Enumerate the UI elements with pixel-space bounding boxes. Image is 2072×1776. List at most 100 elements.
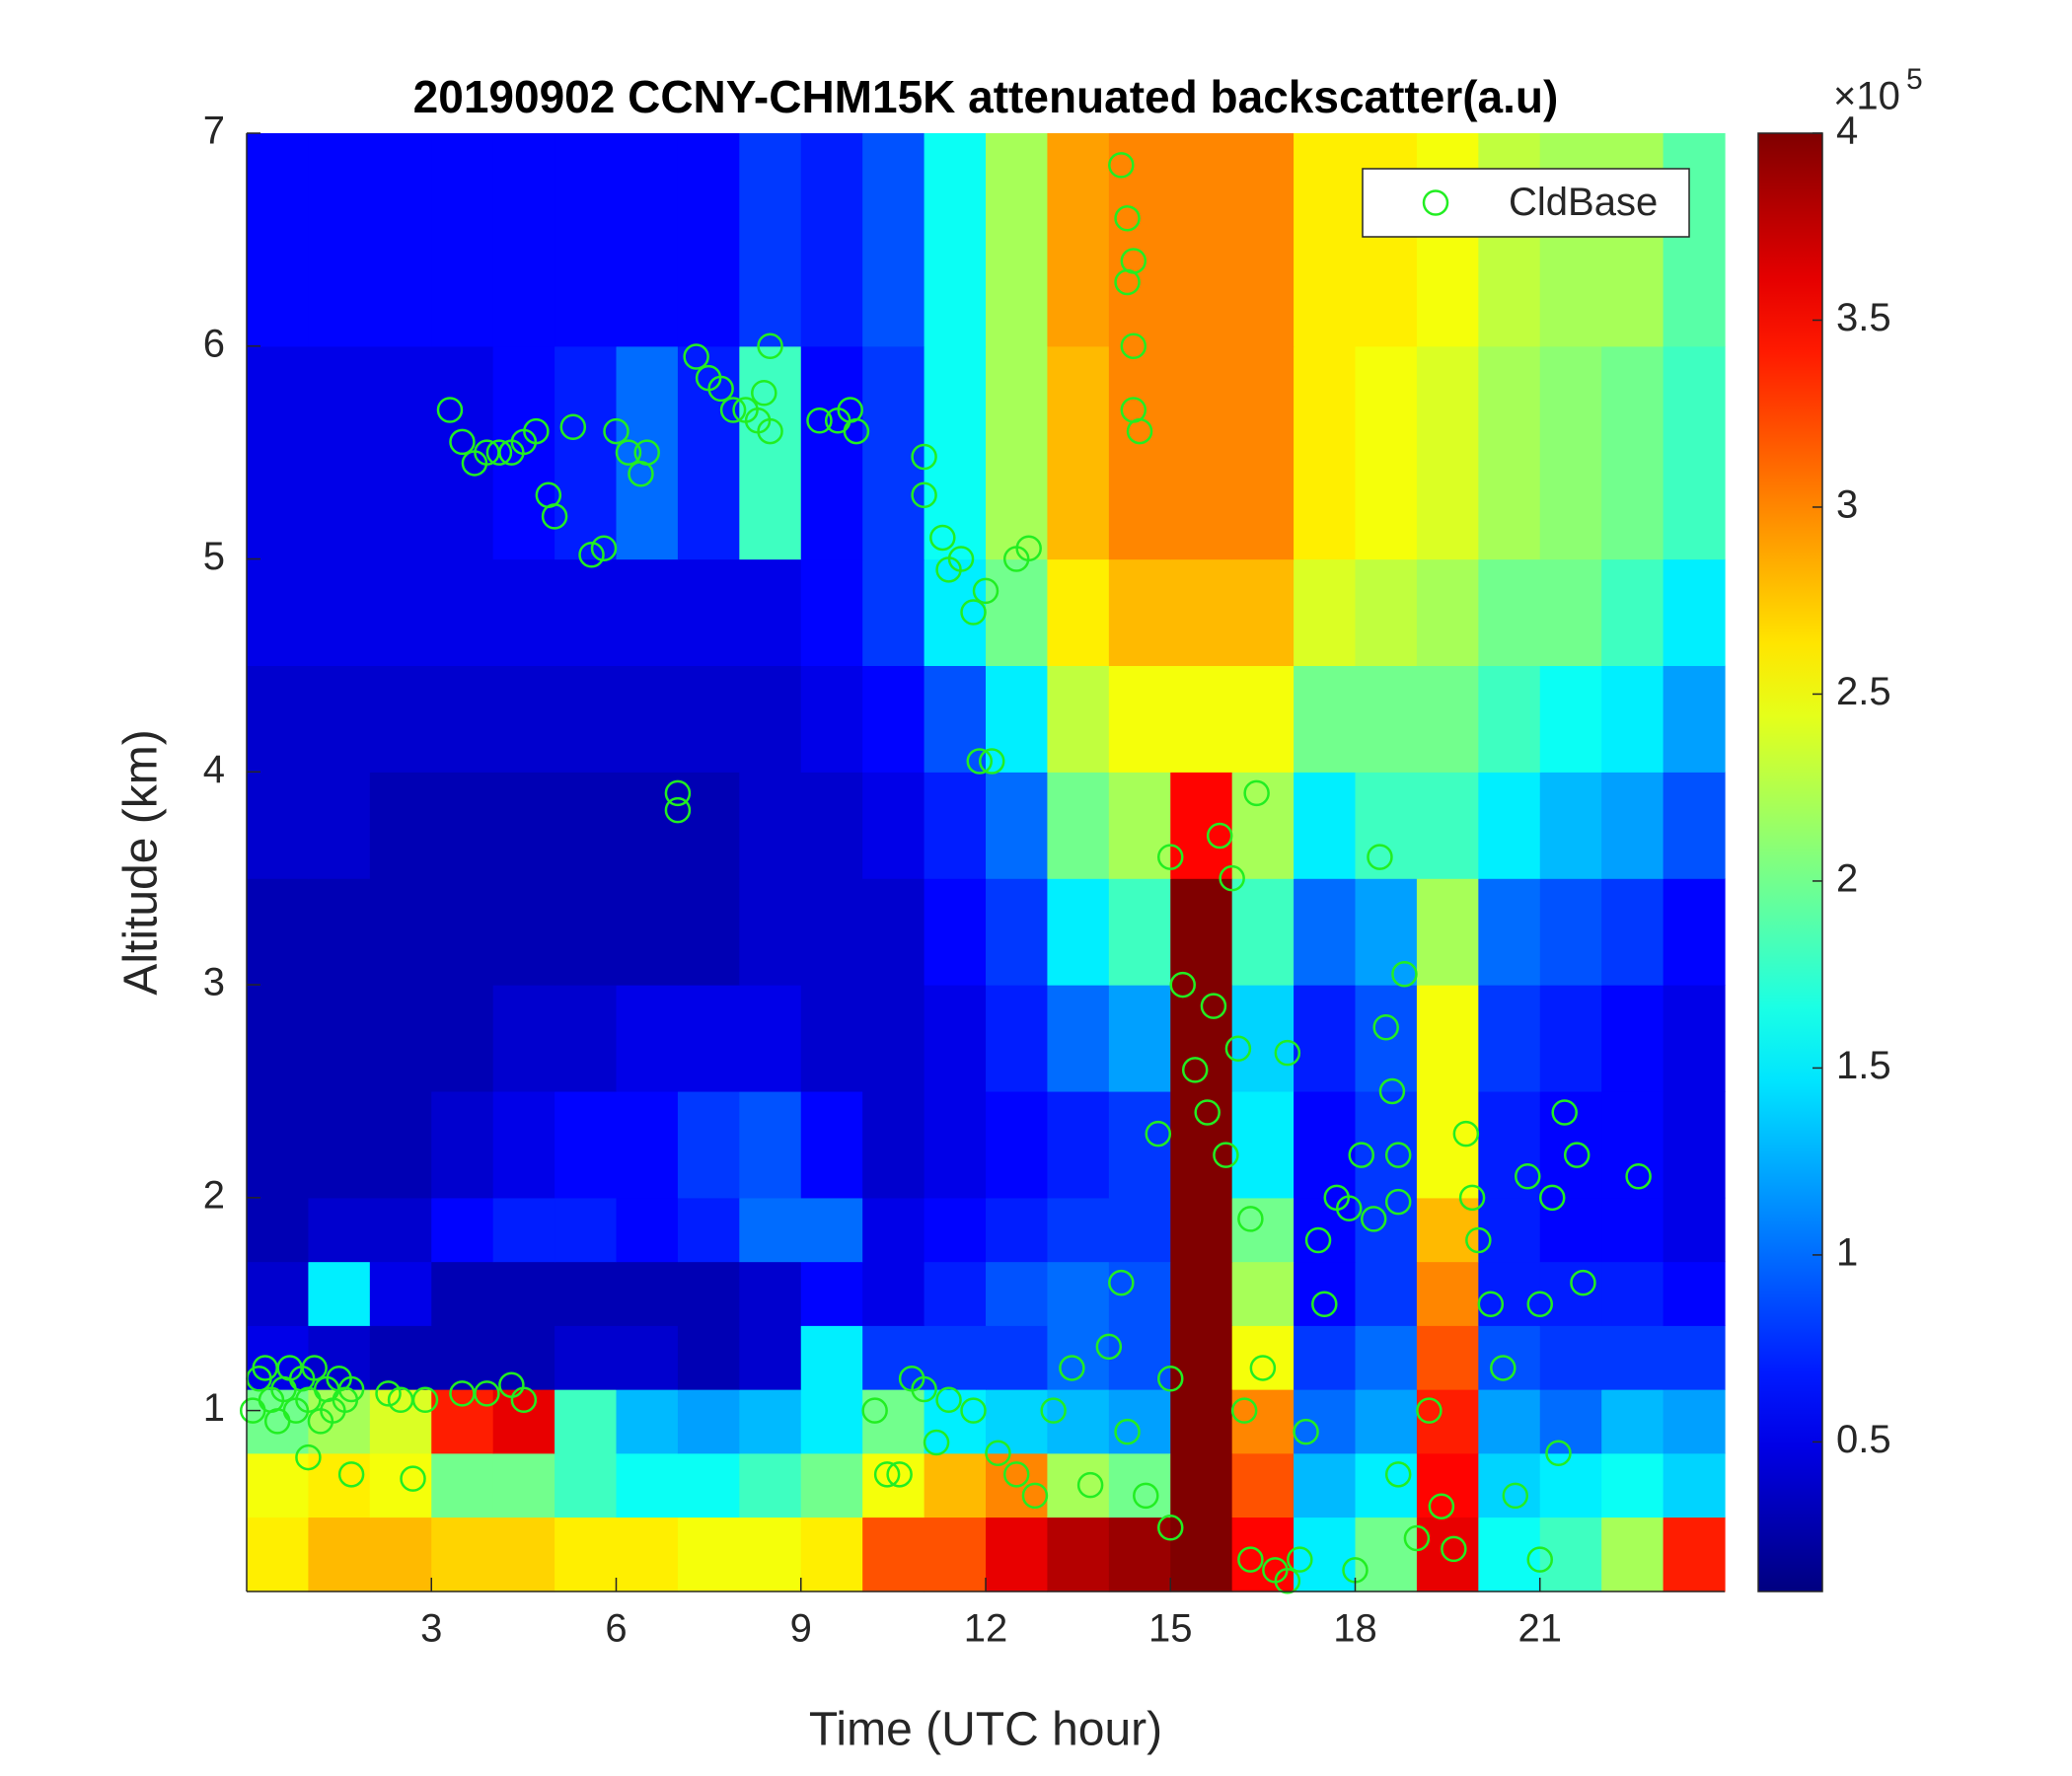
heat-cell bbox=[1663, 772, 1726, 879]
heat-cell bbox=[1108, 1325, 1171, 1390]
cloud-base-point bbox=[1133, 1482, 1159, 1510]
heat-cell bbox=[1108, 345, 1171, 560]
heat-cell bbox=[1047, 772, 1110, 879]
heat-cell bbox=[616, 772, 679, 879]
colorbar-tick-label: 3 bbox=[1836, 483, 1858, 527]
heat-cell bbox=[677, 345, 740, 560]
heat-cell bbox=[555, 133, 618, 347]
heat-cell bbox=[1601, 1090, 1665, 1199]
heat-cell bbox=[1416, 1452, 1479, 1518]
heat-cell bbox=[924, 985, 987, 1092]
heat-cell bbox=[1108, 772, 1171, 879]
heat-cell bbox=[1170, 665, 1233, 773]
cloud-base-point bbox=[911, 443, 937, 471]
heat-cell bbox=[492, 1389, 555, 1454]
heat-cell bbox=[800, 772, 863, 879]
cloud-base-point bbox=[1458, 1184, 1486, 1212]
cloud-base-point bbox=[1515, 1163, 1541, 1190]
cloud-base-point bbox=[1545, 1440, 1572, 1467]
heat-cell bbox=[739, 1090, 802, 1199]
heat-cell bbox=[431, 665, 494, 773]
heat-cell bbox=[1416, 1325, 1479, 1390]
heat-cell bbox=[308, 1261, 371, 1326]
cloud-base-point bbox=[449, 428, 476, 456]
heat-cell bbox=[986, 133, 1049, 347]
colorbar-tick-label: 1.5 bbox=[1836, 1044, 1891, 1087]
heat-cell bbox=[1170, 1325, 1233, 1390]
cloud-base-point bbox=[590, 535, 618, 561]
heat-cell bbox=[247, 878, 310, 986]
cloud-base-point bbox=[985, 1440, 1011, 1467]
cloud-base-point bbox=[757, 333, 783, 360]
heat-cell bbox=[1294, 1517, 1357, 1592]
cloud-base-point bbox=[1243, 779, 1270, 807]
heat-cell bbox=[369, 558, 432, 667]
heat-cell bbox=[369, 878, 432, 986]
cloud-base-point bbox=[1157, 1365, 1184, 1392]
heat-cell bbox=[1601, 1517, 1665, 1592]
heat-cell bbox=[862, 772, 925, 879]
legend-box bbox=[1362, 168, 1690, 238]
cloud-base-point bbox=[1274, 1567, 1301, 1594]
heat-cell bbox=[1294, 1452, 1357, 1518]
heat-cell bbox=[492, 1197, 555, 1263]
heat-cell bbox=[862, 985, 925, 1092]
cloud-base-point bbox=[1465, 1226, 1492, 1254]
heat-cell bbox=[555, 1452, 618, 1518]
heat-cell bbox=[308, 1197, 371, 1263]
heat-cell bbox=[1108, 1389, 1171, 1454]
cloud-base-point bbox=[1224, 1035, 1252, 1063]
heat-cell bbox=[1355, 345, 1418, 560]
heat-cell bbox=[1601, 985, 1665, 1092]
cloud-base-point bbox=[923, 1429, 950, 1456]
heat-cell bbox=[247, 558, 310, 667]
heat-cell bbox=[677, 1389, 740, 1454]
heat-cell bbox=[1539, 1197, 1602, 1263]
heat-cell bbox=[1170, 345, 1233, 560]
heat-cell bbox=[924, 1197, 987, 1263]
cloud-base-point bbox=[337, 1461, 365, 1488]
heat-cell bbox=[862, 878, 925, 986]
heat-cell bbox=[431, 1389, 494, 1454]
heat-cell bbox=[1170, 1197, 1233, 1263]
cloud-base-point bbox=[1384, 1142, 1412, 1168]
heat-cell bbox=[1047, 878, 1110, 986]
heat-cell bbox=[492, 558, 555, 667]
heat-cell bbox=[1601, 558, 1665, 667]
cloud-base-point bbox=[751, 379, 777, 407]
heat-cell bbox=[800, 878, 863, 986]
cloud-base-point bbox=[683, 343, 709, 370]
heat-cell bbox=[677, 558, 740, 667]
cloud-base-point bbox=[1040, 1397, 1067, 1424]
heat-cell bbox=[739, 985, 802, 1092]
heat-cell bbox=[924, 665, 987, 773]
heat-cell bbox=[616, 1090, 679, 1199]
cloud-base-point bbox=[1336, 1195, 1363, 1221]
cloud-base-point bbox=[510, 1386, 538, 1414]
heat-cell bbox=[1416, 985, 1479, 1092]
cloud-base-point bbox=[1181, 1057, 1209, 1083]
cloud-base-point bbox=[1502, 1482, 1529, 1510]
cloud-base-point bbox=[1237, 1206, 1264, 1232]
heat-cell bbox=[555, 878, 618, 986]
heat-cell bbox=[1294, 665, 1357, 773]
cloud-base-point bbox=[1274, 1039, 1301, 1067]
heat-cell bbox=[1478, 772, 1541, 879]
heat-cell bbox=[1663, 1389, 1726, 1454]
heat-cell bbox=[677, 878, 740, 986]
heat-cell bbox=[369, 1325, 432, 1390]
heat-cell bbox=[308, 772, 371, 879]
heat-cell bbox=[1663, 345, 1726, 560]
cloud-base-point bbox=[861, 1397, 888, 1424]
heat-cell bbox=[1539, 558, 1602, 667]
heat-cell bbox=[1231, 1197, 1295, 1263]
heat-cell bbox=[986, 1517, 1049, 1592]
colorbar-tick-label: 2.5 bbox=[1836, 670, 1891, 713]
cloud-base-point bbox=[400, 1465, 426, 1492]
cloud-base-point bbox=[474, 1380, 500, 1407]
cloud-base-point bbox=[1126, 417, 1153, 445]
cloud-base-point bbox=[411, 1386, 439, 1414]
cloud-base-point bbox=[1311, 1291, 1338, 1317]
cloud-base-point bbox=[1157, 844, 1184, 870]
